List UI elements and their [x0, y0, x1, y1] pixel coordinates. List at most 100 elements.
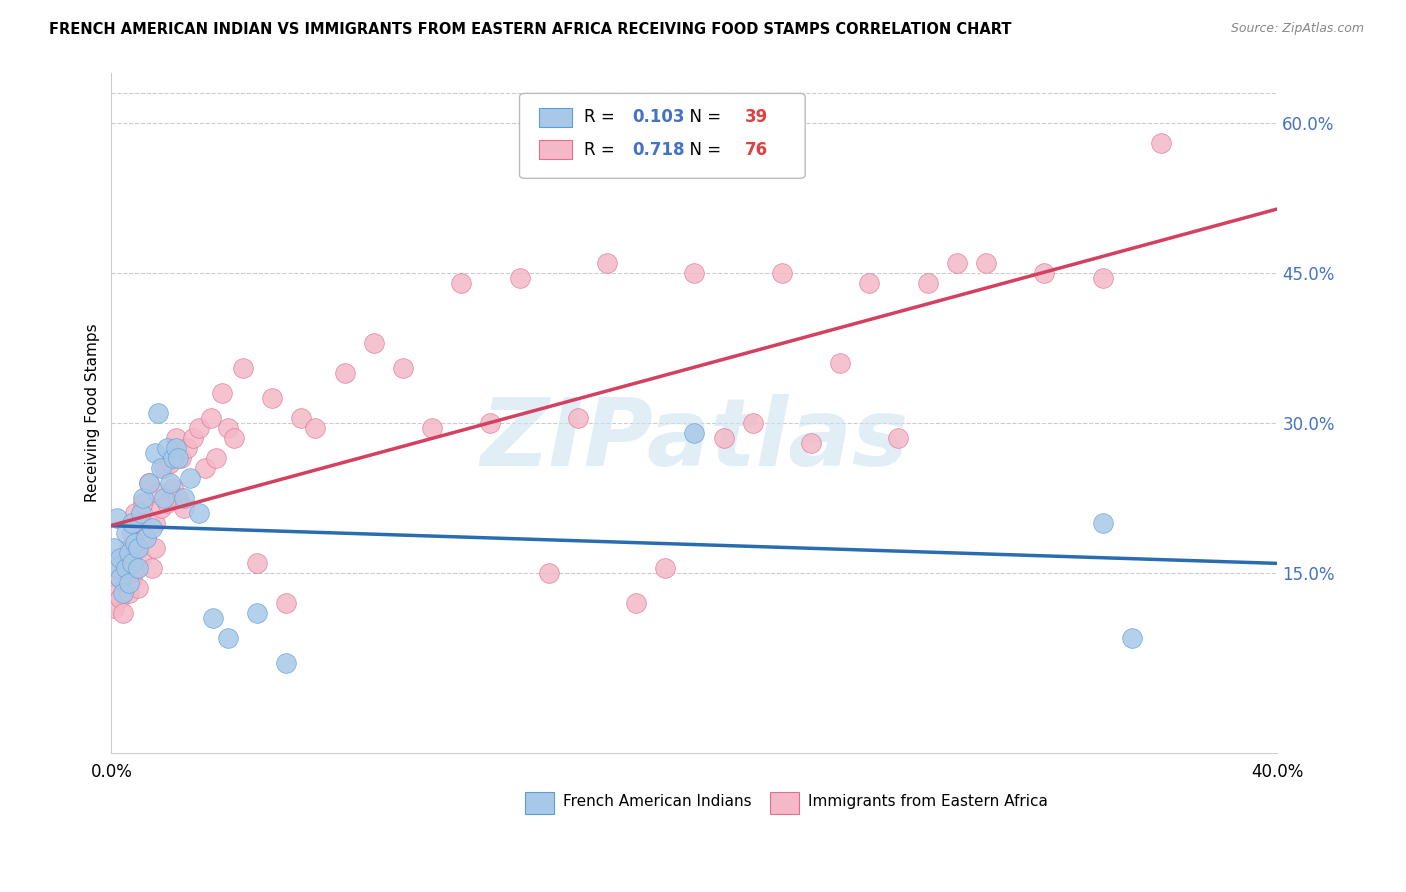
Point	[153, 491, 176, 505]
Point	[567, 410, 589, 425]
Point	[118, 541, 141, 555]
Point	[115, 561, 138, 575]
Point	[713, 431, 735, 445]
Point	[217, 421, 239, 435]
Point	[159, 456, 181, 470]
Point	[187, 506, 209, 520]
Point	[450, 276, 472, 290]
Point	[276, 656, 298, 670]
Point	[392, 360, 415, 375]
Point	[103, 541, 125, 555]
Bar	[540, 108, 572, 127]
Point	[108, 571, 131, 585]
Text: Source: ZipAtlas.com: Source: ZipAtlas.com	[1230, 22, 1364, 36]
Text: ZIPatlas: ZIPatlas	[481, 394, 908, 486]
Point	[246, 556, 269, 570]
Point	[129, 516, 152, 530]
Point	[1121, 631, 1143, 645]
Point	[108, 591, 131, 605]
Text: 76: 76	[745, 141, 768, 159]
Point	[124, 506, 146, 520]
Point	[162, 450, 184, 465]
Point	[179, 471, 201, 485]
Point	[105, 586, 128, 600]
Point	[232, 360, 254, 375]
Point	[108, 550, 131, 565]
Point	[800, 435, 823, 450]
Point	[181, 431, 204, 445]
Point	[132, 496, 155, 510]
Point	[246, 606, 269, 620]
Point	[127, 541, 149, 555]
Point	[508, 271, 530, 285]
Point	[260, 391, 283, 405]
Point	[537, 566, 560, 580]
Point	[153, 460, 176, 475]
Point	[127, 561, 149, 575]
Text: R =: R =	[583, 108, 620, 126]
Point	[118, 586, 141, 600]
Point	[290, 410, 312, 425]
Point	[112, 550, 135, 565]
Point	[304, 421, 326, 435]
Point	[1150, 136, 1173, 150]
Point	[167, 491, 190, 505]
Point	[624, 596, 647, 610]
Point	[170, 450, 193, 465]
Point	[118, 575, 141, 590]
Point	[205, 450, 228, 465]
Point	[222, 431, 245, 445]
Point	[143, 541, 166, 555]
Point	[974, 256, 997, 270]
Text: 0.718: 0.718	[633, 141, 685, 159]
Bar	[526, 792, 554, 814]
Point	[127, 541, 149, 555]
Point	[202, 611, 225, 625]
Point	[1033, 266, 1056, 280]
Point	[115, 525, 138, 540]
Point	[135, 531, 157, 545]
Point	[1091, 516, 1114, 530]
Point	[156, 496, 179, 510]
Text: N =: N =	[679, 108, 727, 126]
Bar	[770, 792, 800, 814]
Point	[105, 511, 128, 525]
Point	[103, 600, 125, 615]
Point	[741, 416, 763, 430]
Point	[276, 596, 298, 610]
Point	[121, 571, 143, 585]
Text: R =: R =	[583, 141, 620, 159]
Point	[149, 500, 172, 515]
Point	[333, 366, 356, 380]
Point	[121, 556, 143, 570]
Point	[105, 561, 128, 575]
Point	[146, 486, 169, 500]
Point	[127, 581, 149, 595]
Point	[363, 335, 385, 350]
FancyBboxPatch shape	[519, 94, 806, 178]
Text: French American Indians: French American Indians	[562, 794, 751, 809]
Text: Immigrants from Eastern Africa: Immigrants from Eastern Africa	[807, 794, 1047, 809]
Point	[654, 561, 676, 575]
Point	[187, 421, 209, 435]
Point	[112, 586, 135, 600]
Point	[141, 521, 163, 535]
Point	[124, 536, 146, 550]
Point	[165, 431, 187, 445]
Point	[770, 266, 793, 280]
Point	[479, 416, 502, 430]
Point	[143, 446, 166, 460]
Point	[149, 460, 172, 475]
Point	[143, 516, 166, 530]
Point	[887, 431, 910, 445]
Point	[167, 450, 190, 465]
Point	[200, 410, 222, 425]
Point	[121, 525, 143, 540]
Point	[129, 550, 152, 565]
Point	[115, 575, 138, 590]
Point	[945, 256, 967, 270]
Point	[858, 276, 880, 290]
Point	[129, 506, 152, 520]
Point	[830, 356, 852, 370]
Text: N =: N =	[679, 141, 727, 159]
